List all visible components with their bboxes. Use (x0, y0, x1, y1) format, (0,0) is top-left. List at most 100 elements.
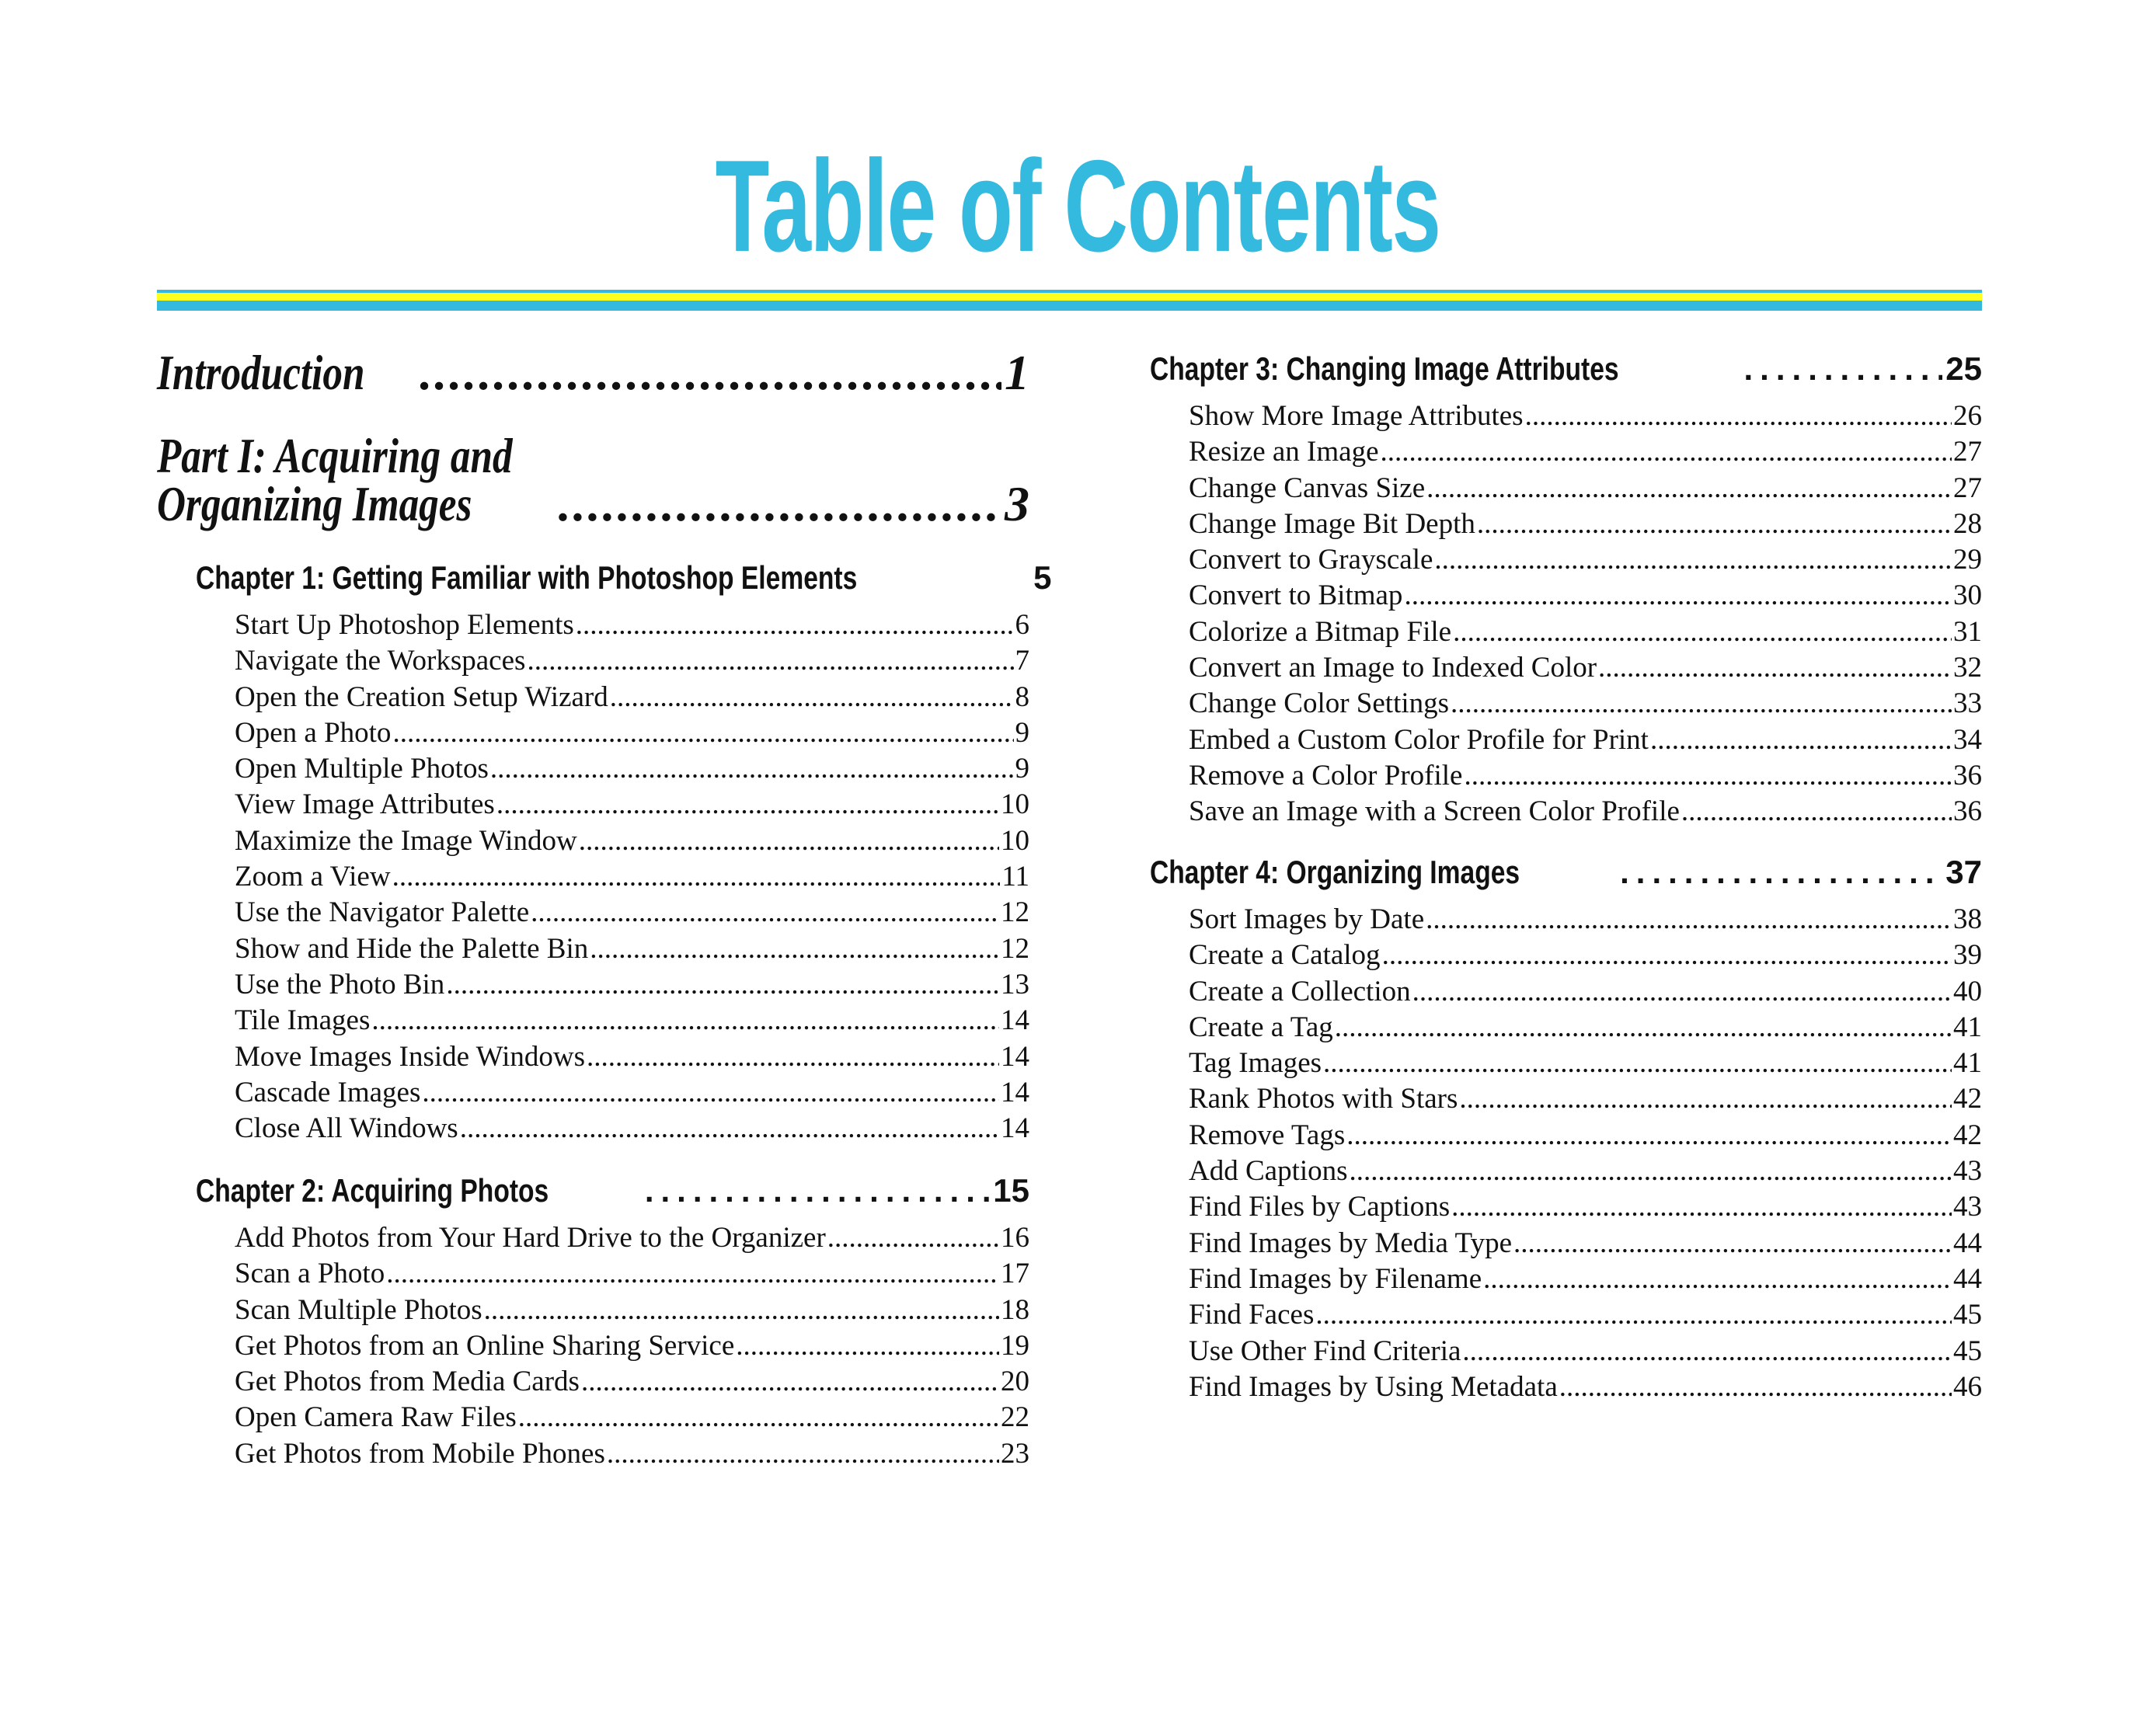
toc-item[interactable]: Remove Tags 42 (1189, 1118, 1982, 1154)
toc-item[interactable]: Create a Catalog 39 (1189, 938, 1982, 973)
toc-item[interactable]: Change Image Bit Depth 28 (1189, 506, 1982, 542)
toc-chapter-heading[interactable]: Chapter 1: Getting Familiar with Photosh… (196, 556, 1051, 600)
toc-item[interactable]: Show and Hide the Palette Bin 12 (235, 931, 1029, 967)
toc-item[interactable]: Colorize a Bitmap File 31 (1189, 614, 1982, 650)
toc-item[interactable]: Maximize the Image Window 10 (235, 823, 1029, 859)
entry-page: 6 (1015, 609, 1030, 641)
dot-leader (827, 1220, 999, 1256)
entry-page: 38 (1953, 903, 1982, 935)
toc-chapter-heading[interactable]: Chapter 4: Organizing Images 37 (1150, 851, 1982, 894)
toc-item[interactable]: Resize an Image 27 (1189, 434, 1982, 470)
entry-page: 14 (1001, 1076, 1029, 1108)
dot-leader (1681, 794, 1952, 830)
entry-label: Chapter 4: Organizing Images (1150, 854, 1520, 890)
toc-item[interactable]: Get Photos from an Online Sharing Servic… (235, 1328, 1029, 1364)
entry-page: 10 (1001, 824, 1029, 857)
entry-label: Introduction (157, 345, 365, 400)
toc-item[interactable]: Save an Image with a Screen Color Profil… (1189, 794, 1982, 830)
entry-page: 11 (1001, 861, 1029, 893)
dot-leader (518, 1400, 999, 1435)
dot-leader (1650, 722, 1952, 758)
toc-item[interactable]: Open Multiple Photos 9 (235, 751, 1029, 787)
toc-item[interactable]: Create a Tag 41 (1189, 1010, 1982, 1046)
entry-page: 14 (1001, 1040, 1029, 1073)
dot-leader (576, 607, 1014, 643)
toc-item[interactable]: Create a Collection 40 (1189, 974, 1982, 1010)
dot-leader (1459, 1081, 1952, 1117)
dot-leader (590, 931, 999, 967)
entry-label: Get Photos from Media Cards (235, 1366, 580, 1398)
toc-item[interactable]: Find Images by Media Type 44 (1189, 1226, 1982, 1261)
entry-label: Add Captions (1189, 1155, 1348, 1188)
entry-page: 18 (1001, 1293, 1029, 1326)
toc-item[interactable]: Change Canvas Size 27 (1189, 471, 1982, 506)
toc-item[interactable]: Start Up Photoshop Elements 6 (235, 607, 1029, 643)
entry-label: Open Camera Raw Files (235, 1401, 517, 1434)
toc-item[interactable]: Convert to Bitmap 30 (1189, 578, 1982, 614)
toc-item[interactable]: Add Captions 43 (1189, 1154, 1982, 1189)
page-title-text: Table of Contents (715, 133, 1441, 279)
entry-page: 43 (1953, 1155, 1982, 1188)
toc-item[interactable]: Close All Windows 14 (235, 1111, 1029, 1147)
toc-item[interactable]: Find Images by Filename 44 (1189, 1261, 1982, 1297)
toc-item[interactable]: Use Other Find Criteria 45 (1189, 1334, 1982, 1369)
entry-page: 32 (1953, 652, 1982, 684)
toc-item[interactable]: Change Color Settings 33 (1189, 686, 1982, 722)
toc-part1[interactable]: Part I: Acquiring and Organizing Images … (157, 431, 1029, 529)
toc-item[interactable]: Find Images by Using Metadata 46 (1189, 1369, 1982, 1405)
toc-item[interactable]: Move Images Inside Windows 14 (235, 1039, 1029, 1075)
entry-label: Colorize a Bitmap File (1189, 615, 1452, 648)
entry-label: Change Color Settings (1189, 687, 1450, 720)
dot-leader (527, 643, 1013, 679)
toc-item[interactable]: Get Photos from Media Cards 20 (235, 1364, 1029, 1400)
entry-page: 27 (1953, 436, 1982, 468)
toc-item[interactable]: Find Faces 45 (1189, 1297, 1982, 1333)
toc-item[interactable]: Use the Photo Bin 13 (235, 967, 1029, 1003)
toc-item[interactable]: Find Files by Captions 43 (1189, 1189, 1982, 1225)
toc-item[interactable]: Use the Navigator Palette 12 (235, 895, 1029, 931)
dot-leader (587, 1039, 999, 1075)
entry-label: Open a Photo (235, 716, 392, 749)
entry-label: Use Other Find Criteria (1189, 1334, 1461, 1367)
toc-item[interactable]: View Image Attributes 10 (235, 787, 1029, 823)
toc-item[interactable]: Open the Creation Setup Wizard 8 (235, 680, 1029, 715)
toc-item[interactable]: Cascade Images 14 (235, 1075, 1029, 1111)
entry-page: 42 (1953, 1083, 1982, 1115)
toc-item[interactable]: Convert to Grayscale 29 (1189, 542, 1982, 578)
toc-item[interactable]: Embed a Custom Color Profile for Print 34 (1189, 722, 1982, 758)
entry-page: 22 (1001, 1401, 1029, 1434)
toc-item[interactable]: Remove a Color Profile 36 (1189, 758, 1982, 794)
dot-leader (1335, 1010, 1952, 1046)
entry-label: Rank Photos with Stars (1189, 1083, 1458, 1115)
dot-leader (496, 787, 999, 823)
toc-item[interactable]: Zoom a View 11 (235, 859, 1029, 895)
entry-label: Change Image Bit Depth (1189, 507, 1475, 540)
toc-item[interactable]: Convert an Image to Indexed Color 32 (1189, 650, 1982, 686)
entry-label: Tag Images (1189, 1047, 1322, 1080)
entry-label: Create a Collection (1189, 975, 1411, 1007)
toc-introduction[interactable]: Introduction 1 (157, 348, 1029, 398)
dot-leader (1620, 851, 1942, 894)
dot-leader (1483, 1261, 1952, 1297)
toc-item[interactable]: Tile Images 14 (235, 1003, 1029, 1039)
toc-item[interactable]: Open Camera Raw Files 22 (235, 1400, 1029, 1435)
toc-item[interactable]: Open a Photo 9 (235, 715, 1029, 751)
toc-item[interactable]: Rank Photos with Stars 42 (1189, 1081, 1982, 1117)
toc-item[interactable]: Scan Multiple Photos 18 (235, 1293, 1029, 1328)
toc-item[interactable]: Show More Image Attributes 26 (1189, 398, 1982, 434)
dot-leader (1412, 974, 1952, 1010)
toc-item[interactable]: Sort Images by Date 38 (1189, 902, 1982, 938)
toc-item[interactable]: Navigate the Workspaces 7 (235, 643, 1029, 679)
entry-label: Show More Image Attributes (1189, 400, 1524, 432)
entry-label: Get Photos from Mobile Phones (235, 1437, 605, 1470)
dot-leader (490, 751, 1014, 787)
toc-chapter-heading[interactable]: Chapter 2: Acquiring Photos 15 (196, 1169, 1029, 1213)
toc-item[interactable]: Scan a Photo 17 (235, 1256, 1029, 1292)
title-rule (157, 290, 1982, 311)
toc-item[interactable]: Get Photos from Mobile Phones 23 (235, 1436, 1029, 1472)
toc-item[interactable]: Add Photos from Your Hard Drive to the O… (235, 1220, 1029, 1256)
toc-item[interactable]: Tag Images 41 (1189, 1046, 1982, 1081)
entry-page: 36 (1953, 795, 1982, 828)
entry-label: Sort Images by Date (1189, 903, 1425, 935)
toc-chapter-heading[interactable]: Chapter 3: Changing Image Attributes 25 (1150, 347, 1982, 391)
